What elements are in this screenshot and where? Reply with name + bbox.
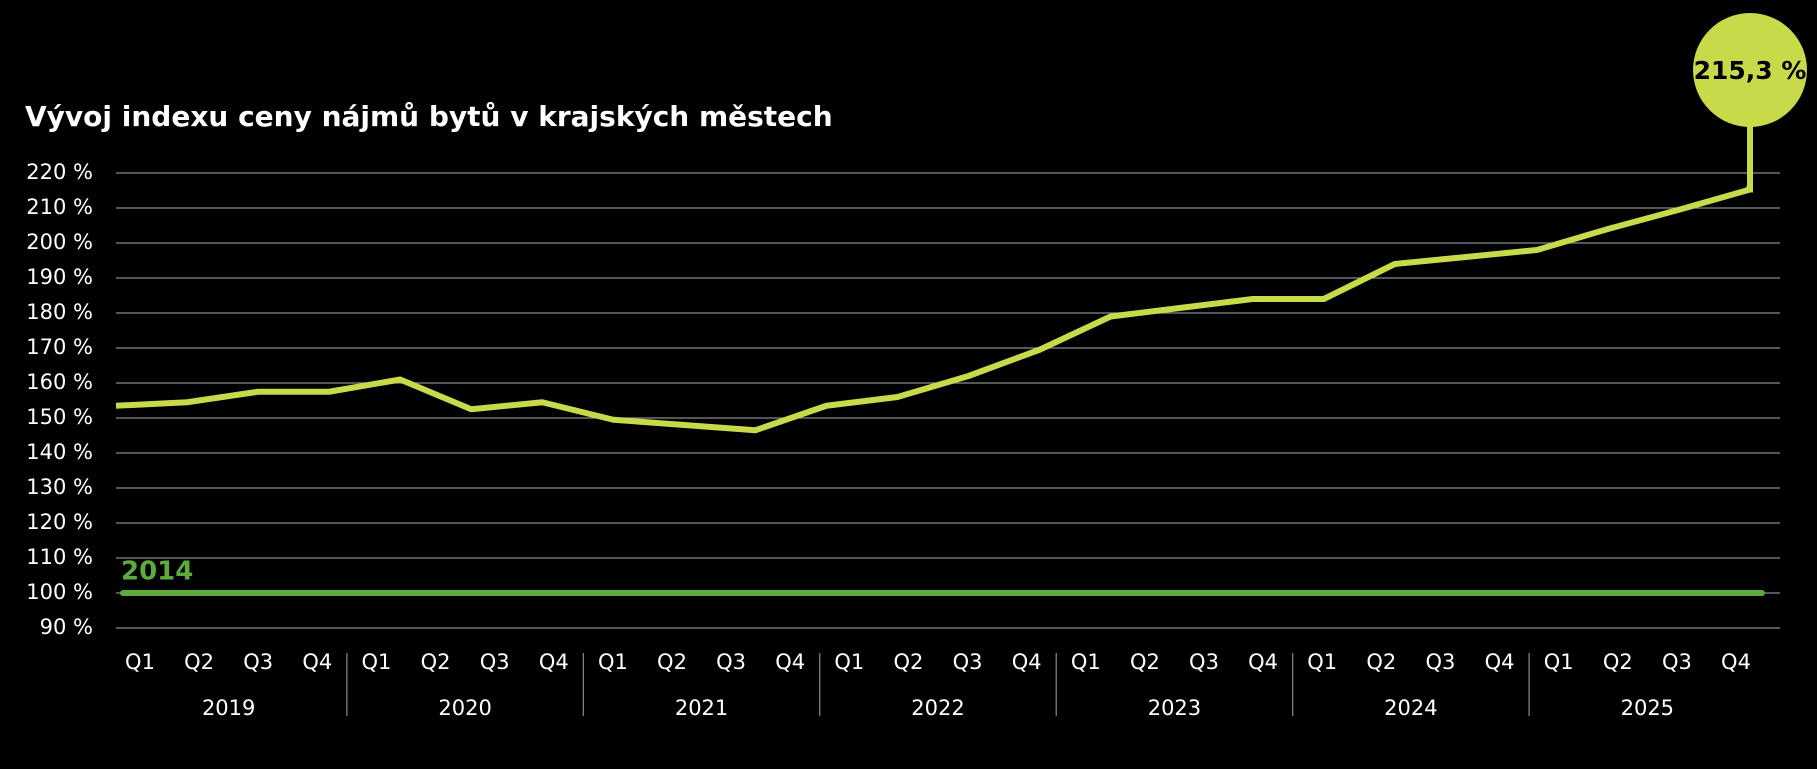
y-tick-label: 200 % [26, 230, 93, 254]
x-tick-label: Q3 [953, 650, 983, 674]
series-line [115, 186, 1751, 434]
x-tick-label: Q4 [1248, 650, 1278, 674]
x-tick-label: Q4 [539, 650, 569, 674]
x-tick-label: Q1 [1544, 650, 1574, 674]
y-tick-label: 190 % [26, 265, 93, 289]
y-tick-label: 180 % [26, 300, 93, 324]
x-tick-label: Q2 [893, 650, 923, 674]
y-tick-label: 100 % [26, 580, 93, 604]
y-tick-label: 140 % [26, 440, 93, 464]
x-tick-label: Q3 [1425, 650, 1455, 674]
x-tick-label: Q4 [302, 650, 332, 674]
x-tick-label: Q3 [243, 650, 273, 674]
x-tick-label: Q2 [1130, 650, 1160, 674]
x-group-label: 2023 [1148, 696, 1201, 720]
x-tick-label: Q1 [1307, 650, 1337, 674]
x-group-label: 2019 [202, 696, 255, 720]
x-group-label: 2025 [1621, 696, 1674, 720]
y-tick-label: 90 % [40, 615, 93, 639]
x-tick-label: Q4 [1721, 650, 1751, 674]
x-tick-label: Q2 [184, 650, 214, 674]
chart-title: Vývoj indexu ceny nájmů bytů v krajských… [25, 100, 833, 133]
x-tick-label: Q2 [421, 650, 451, 674]
x-tick-label: Q3 [480, 650, 510, 674]
y-tick-label: 110 % [26, 545, 93, 569]
x-tick-label: Q1 [834, 650, 864, 674]
x-tick-label: Q3 [1189, 650, 1219, 674]
x-tick-label: Q4 [1485, 650, 1515, 674]
x-tick-label: Q4 [1012, 650, 1042, 674]
callout-bubble [1693, 13, 1807, 127]
y-tick-label: 120 % [26, 510, 93, 534]
x-group-label: 2022 [911, 696, 964, 720]
y-tick-label: 210 % [26, 195, 93, 219]
reference-label: 2014 [121, 557, 193, 587]
y-tick-label: 170 % [26, 335, 93, 359]
x-tick-label: Q2 [657, 650, 687, 674]
x-tick-label: Q3 [716, 650, 746, 674]
y-tick-label: 130 % [26, 475, 93, 499]
x-group-label: 2024 [1384, 696, 1437, 720]
x-tick-label: Q2 [1603, 650, 1633, 674]
x-tick-label: Q3 [1662, 650, 1692, 674]
y-tick-label: 150 % [26, 405, 93, 429]
x-group-label: 2020 [438, 696, 491, 720]
x-tick-label: Q1 [1071, 650, 1101, 674]
value-label: 215,3 % [1694, 56, 1807, 85]
x-tick-label: Q1 [361, 650, 391, 674]
y-tick-label: 220 % [26, 160, 93, 184]
x-tick-label: Q2 [1366, 650, 1396, 674]
x-tick-label: Q1 [125, 650, 155, 674]
y-tick-label: 160 % [26, 370, 93, 394]
x-group-label: 2021 [675, 696, 728, 720]
x-tick-label: Q1 [598, 650, 628, 674]
x-tick-label: Q4 [775, 650, 805, 674]
